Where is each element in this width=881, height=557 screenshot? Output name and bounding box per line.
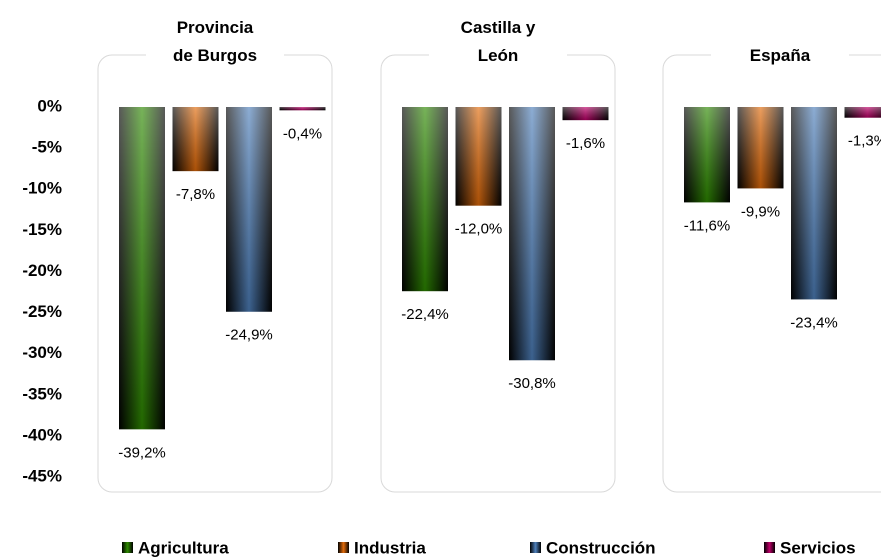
value-label: -30,8% (508, 375, 556, 392)
value-label: -11,6% (684, 217, 730, 234)
value-label: -22,4% (401, 306, 449, 323)
value-label: -7,8% (176, 186, 215, 203)
legend-label: Servicios (780, 538, 856, 557)
bar-shade (226, 107, 272, 312)
bar-shade (791, 107, 837, 300)
bar-shade (279, 107, 326, 111)
bar-shade (509, 107, 555, 361)
legend-swatch (122, 542, 133, 553)
legend-swatch (764, 542, 775, 553)
legend-swatch (530, 542, 541, 553)
y-tick-label: -25% (22, 302, 62, 321)
y-tick-label: -10% (22, 179, 62, 198)
bar-shade (455, 107, 502, 206)
bar-shade (562, 107, 609, 121)
bar-shade (402, 107, 448, 292)
legend-label: Construcción (546, 538, 656, 557)
value-label: -1,3% (848, 133, 881, 150)
value-label: -23,4% (790, 314, 838, 331)
y-tick-label: -15% (22, 220, 62, 239)
value-label: -39,2% (118, 444, 166, 461)
y-tick-label: -20% (22, 261, 62, 280)
value-label: -1,6% (566, 135, 605, 152)
y-tick-label: -35% (22, 384, 62, 403)
value-label: -9,9% (741, 203, 780, 220)
y-tick-label: -5% (32, 138, 62, 157)
bar-shade (844, 107, 881, 118)
value-label: -0,4% (283, 125, 322, 142)
legend-label: Agricultura (138, 538, 229, 557)
y-tick-label: 0% (37, 96, 62, 115)
group-title: Castilla y León (429, 14, 567, 70)
y-tick-label: -45% (22, 466, 62, 485)
group-title: Provincia de Burgos (146, 14, 284, 70)
group-title: España (711, 42, 849, 70)
y-tick-label: -40% (22, 425, 62, 444)
value-label: -24,9% (225, 327, 273, 344)
bar-shade (119, 107, 165, 430)
bar-shade (684, 107, 730, 203)
legend-swatch (338, 542, 349, 553)
y-tick-label: -30% (22, 343, 62, 362)
bar-shade (172, 107, 219, 172)
legend-label: Industria (354, 538, 426, 557)
bar-shade (737, 107, 784, 189)
value-label: -12,0% (455, 221, 503, 238)
